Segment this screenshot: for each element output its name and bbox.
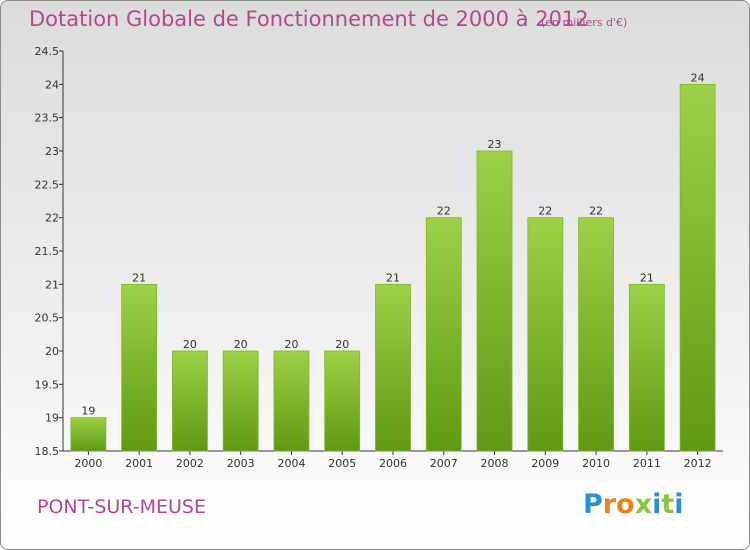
- data-label-2000: 19: [81, 405, 95, 418]
- x-tick-label-2005: 2005: [328, 457, 356, 470]
- data-label-2011: 21: [640, 271, 654, 284]
- bar-2012: [679, 83, 716, 452]
- y-tick-label: 21: [45, 278, 59, 291]
- bar-2009: [527, 217, 564, 452]
- y-tick-label: 20.5: [35, 312, 60, 325]
- bar-2002: [172, 350, 208, 452]
- data-label-2009: 22: [538, 205, 552, 218]
- x-tick-label-2002: 2002: [176, 457, 204, 470]
- x-tick-label-2004: 2004: [277, 457, 305, 470]
- chart-unit: (en milliers d'€): [541, 16, 628, 29]
- y-tick-label: 23: [45, 145, 59, 158]
- bar-2006: [375, 283, 411, 452]
- y-tick-label: 24: [45, 78, 59, 91]
- data-label-2003: 20: [234, 338, 248, 351]
- logo-letter: r: [602, 489, 617, 520]
- data-label-2005: 20: [335, 338, 349, 351]
- data-label-2001: 21: [132, 271, 146, 284]
- x-tick-label-2009: 2009: [531, 457, 559, 470]
- data-label-2004: 20: [284, 338, 298, 351]
- bar-2005: [324, 350, 361, 452]
- x-tick-label-2010: 2010: [582, 457, 610, 470]
- proxiti-logo[interactable]: Proxiti: [583, 489, 684, 520]
- bar-2007: [425, 217, 462, 452]
- data-label-2010: 22: [589, 205, 603, 218]
- y-tick-label: 18.5: [35, 445, 60, 458]
- x-tick-label-2007: 2007: [430, 457, 458, 470]
- y-tick-label: 22.5: [35, 178, 60, 191]
- bar-2010: [578, 217, 614, 452]
- logo-letter: t: [661, 489, 675, 520]
- data-label-2012: 24: [691, 71, 705, 84]
- data-label-2002: 20: [183, 338, 197, 351]
- logo-letter: P: [583, 489, 603, 520]
- data-label-2007: 22: [437, 205, 451, 218]
- y-tick-label: 19: [45, 412, 59, 425]
- logo-letter: i: [674, 489, 684, 520]
- x-tick-label-2001: 2001: [125, 457, 153, 470]
- y-tick-label: 19.5: [35, 378, 60, 391]
- logo-letter: o: [616, 489, 635, 520]
- data-label-2006: 21: [386, 271, 400, 284]
- bar-2011: [628, 283, 665, 452]
- logo-letter: x: [634, 489, 653, 520]
- x-tick-label-2008: 2008: [481, 457, 509, 470]
- x-tick-label-2006: 2006: [379, 457, 407, 470]
- bar-2008: [476, 150, 513, 452]
- y-tick-label: 24.5: [35, 45, 60, 58]
- x-tick-label-2000: 2000: [74, 457, 102, 470]
- x-tick-label-2003: 2003: [227, 457, 255, 470]
- y-tick-label: 23.5: [35, 112, 60, 125]
- y-tick-label: 20: [45, 345, 59, 358]
- logo-letter: i: [652, 489, 662, 520]
- bar-2000: [70, 417, 107, 452]
- bar-2004: [273, 350, 310, 452]
- bar-2003: [222, 350, 259, 452]
- bar-2001: [121, 283, 158, 452]
- x-tick-label-2011: 2011: [633, 457, 661, 470]
- chart-title: Dotation Globale de Fonctionnement de 20…: [29, 7, 589, 31]
- data-label-2008: 23: [488, 138, 502, 151]
- y-tick-label: 22: [45, 212, 59, 225]
- commune-name: PONT-SUR-MEUSE: [37, 496, 206, 518]
- y-tick-label: 21.5: [35, 245, 60, 258]
- x-tick-label-2012: 2012: [684, 457, 712, 470]
